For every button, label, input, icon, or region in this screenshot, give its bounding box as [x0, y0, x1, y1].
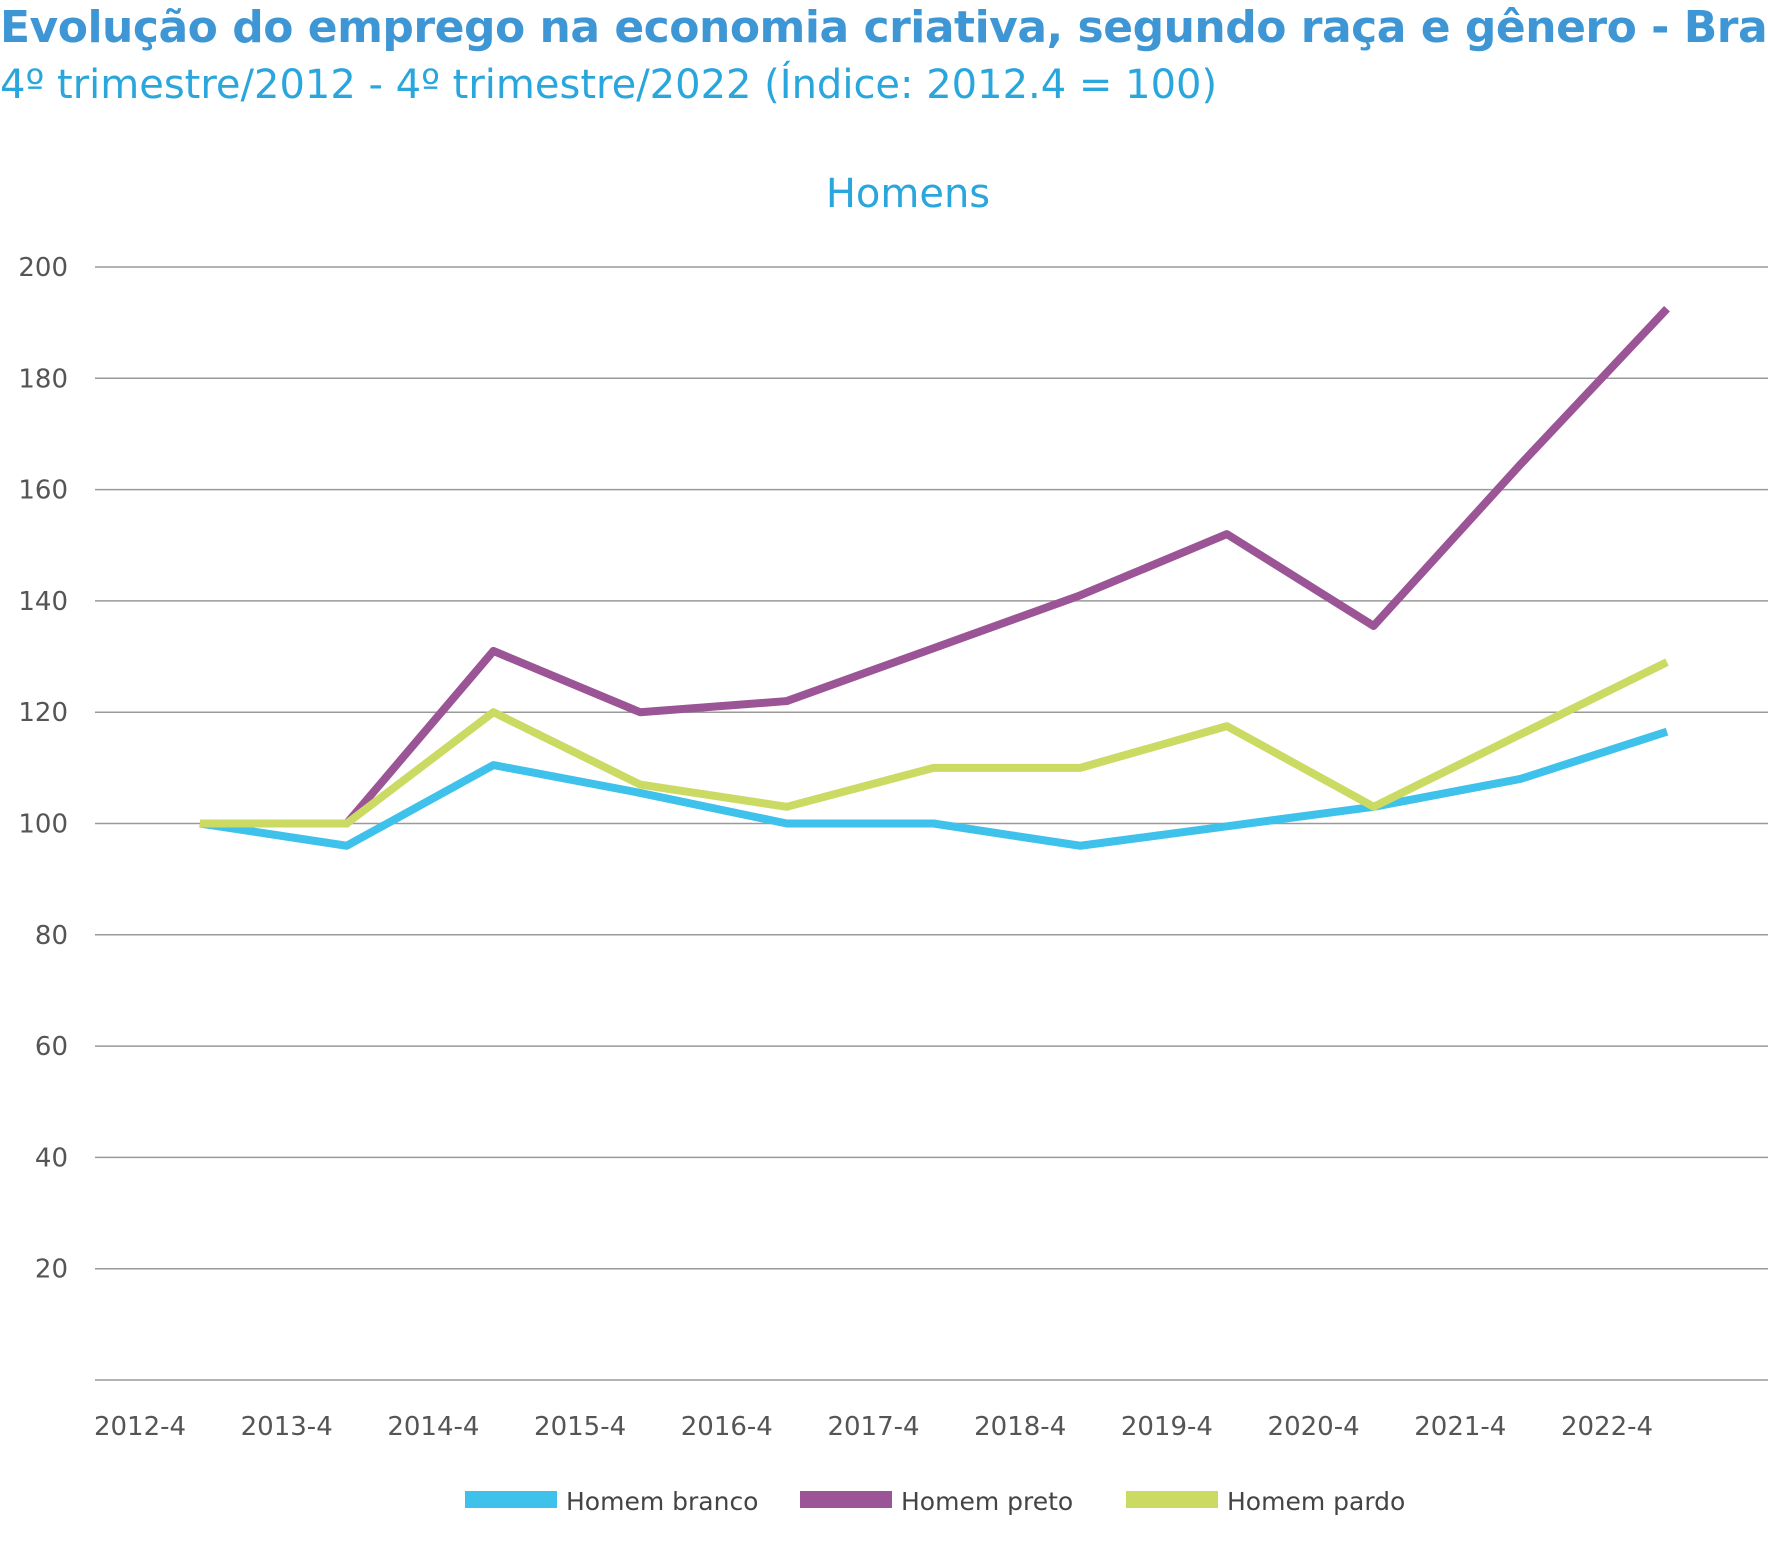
y-tick-label: 20	[35, 1255, 68, 1285]
x-tick-label: 2019-4	[1121, 1412, 1213, 1442]
y-axis-ticks: 20 40 60 80 100 120 140 160 180 200	[18, 253, 68, 1285]
x-tick-label: 2018-4	[974, 1412, 1066, 1442]
y-tick-label: 140	[18, 587, 68, 617]
x-tick-label: 2014-4	[387, 1412, 479, 1442]
legend-swatch	[1126, 1491, 1218, 1508]
legend-swatch	[465, 1491, 557, 1508]
series-lines	[199, 305, 1670, 850]
gridlines	[95, 266, 1768, 1381]
series-line-homem-pardo	[200, 658, 1669, 828]
x-tick-label: 2020-4	[1268, 1412, 1360, 1442]
x-tick-label: 2012-4	[94, 1412, 186, 1442]
legend-label: Homem preto	[901, 1487, 1073, 1516]
legend-label: Homem branco	[566, 1487, 758, 1516]
panel-title: Homens	[826, 171, 990, 217]
y-tick-label: 100	[18, 810, 68, 840]
chart-title: Evolução do emprego na economia criativa…	[0, 2, 1768, 53]
legend-swatch	[800, 1491, 892, 1508]
series-line-homem-branco	[199, 727, 1669, 850]
y-tick-label: 40	[35, 1143, 68, 1173]
x-tick-label: 2017-4	[827, 1412, 919, 1442]
y-tick-label: 160	[18, 476, 68, 506]
y-tick-label: 120	[18, 698, 68, 728]
y-tick-label: 60	[35, 1032, 68, 1062]
x-tick-label: 2021-4	[1414, 1412, 1506, 1442]
x-tick-label: 2013-4	[241, 1412, 333, 1442]
legend-item: Homem preto	[800, 1487, 1073, 1516]
y-tick-label: 180	[18, 364, 68, 394]
x-tick-label: 2022-4	[1561, 1412, 1653, 1442]
x-axis-ticks: 2012-4 2013-4 2014-4 2015-4 2016-4 2017-4 2018…	[94, 1412, 1653, 1442]
chart-subtitle: 4º trimestre/2012 - 4º trimestre/2022 (Í…	[0, 62, 1218, 108]
x-tick-label: 2016-4	[681, 1412, 773, 1442]
x-tick-label: 2015-4	[534, 1412, 626, 1442]
y-tick-label: 80	[35, 921, 68, 951]
legend-item: Homem branco	[465, 1487, 758, 1516]
legend: Homem branco Homem preto Homem pardo	[465, 1487, 1405, 1516]
series-line-homem-preto	[200, 305, 1670, 828]
y-tick-label: 200	[18, 253, 68, 283]
legend-item: Homem pardo	[1126, 1487, 1405, 1516]
legend-label: Homem pardo	[1227, 1487, 1405, 1516]
